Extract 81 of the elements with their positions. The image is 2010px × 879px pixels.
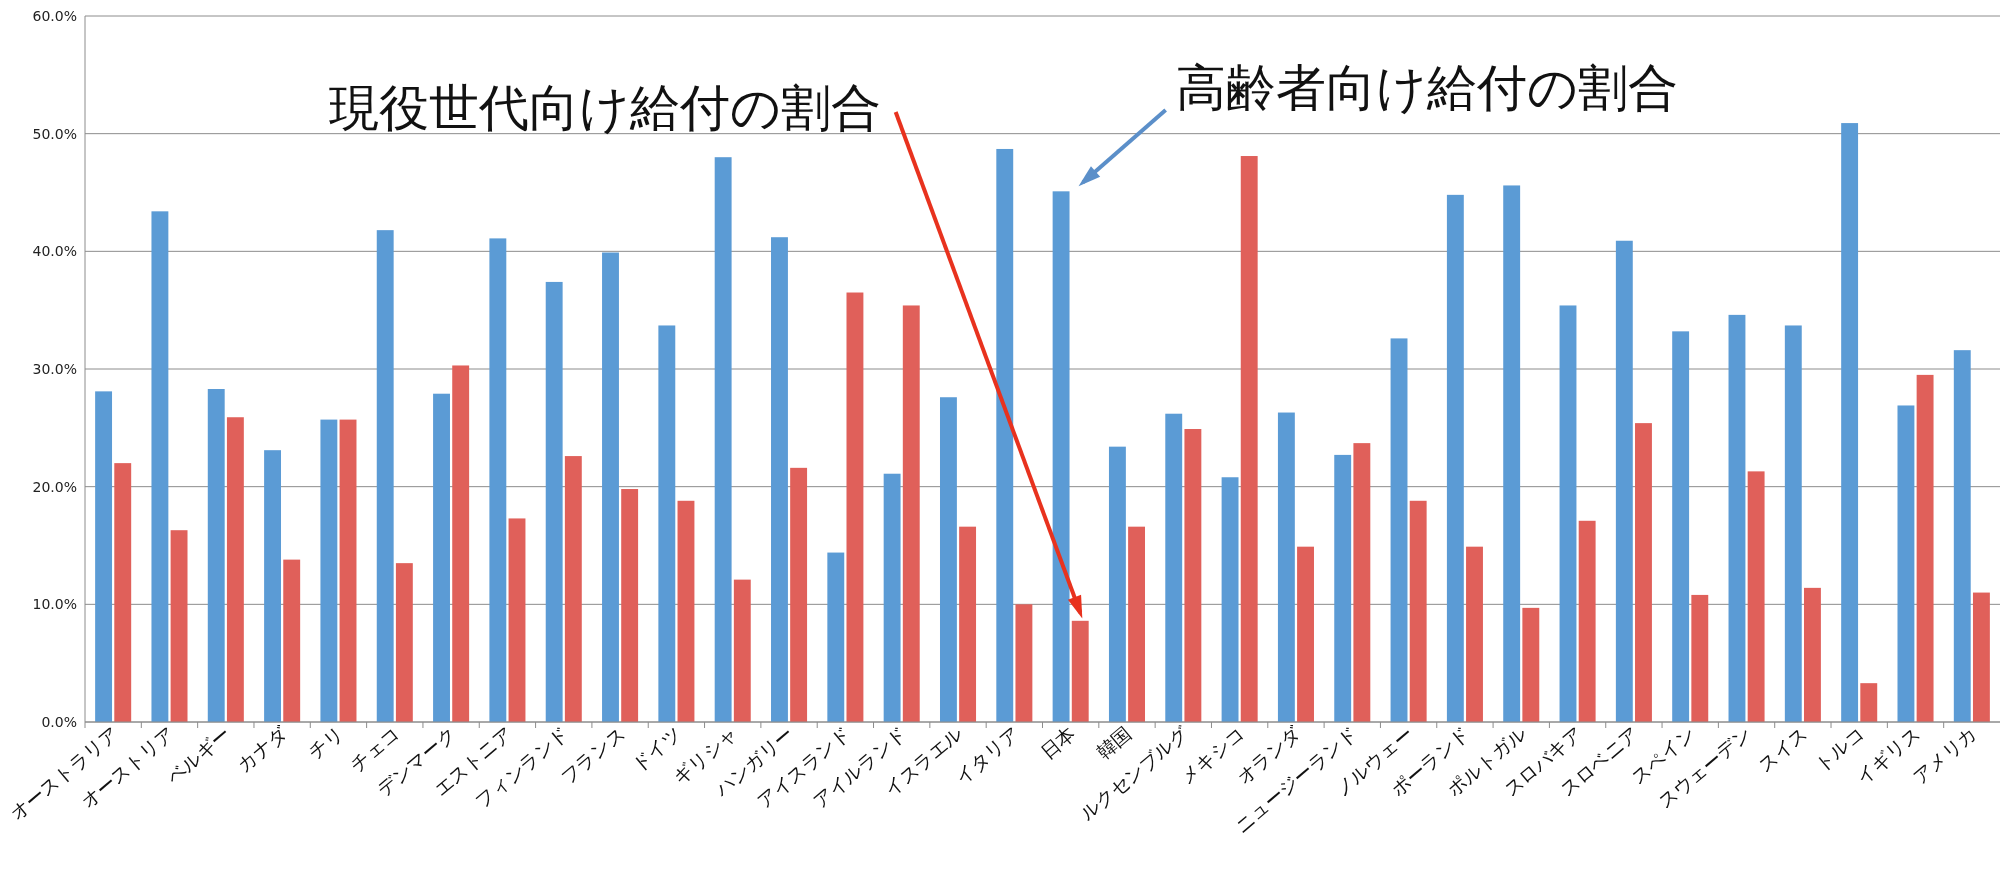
bar xyxy=(1897,405,1915,722)
x-tick-label: カナダ xyxy=(232,721,292,776)
bar xyxy=(1390,338,1408,722)
bar xyxy=(1803,587,1821,722)
x-tick-label: チリ xyxy=(303,722,348,764)
bar xyxy=(1108,446,1126,722)
bar xyxy=(1503,185,1521,722)
bar xyxy=(1522,607,1540,722)
annotation: 現役世代向け給付の割合 xyxy=(328,79,881,137)
bar xyxy=(395,563,413,722)
bar xyxy=(1916,374,1934,722)
bar xyxy=(1165,413,1183,722)
bar xyxy=(1953,350,1971,722)
bar xyxy=(1409,500,1427,722)
bar xyxy=(902,305,920,722)
y-tick-label: 20.0% xyxy=(32,478,77,495)
y-tick-label: 0.0% xyxy=(41,714,77,730)
bar xyxy=(1128,526,1146,722)
bar xyxy=(339,419,357,722)
bar xyxy=(1221,477,1239,722)
bar xyxy=(1747,471,1765,722)
bar xyxy=(207,389,225,722)
bar xyxy=(1353,443,1371,722)
bar xyxy=(452,365,470,722)
bar xyxy=(95,391,113,722)
bar xyxy=(714,157,732,722)
bar xyxy=(1860,683,1878,722)
bar xyxy=(1184,429,1202,722)
bar xyxy=(771,237,788,722)
bar xyxy=(1559,305,1577,722)
annotation: 高齢者向け給付の割合 xyxy=(1175,59,1678,117)
bar xyxy=(959,526,977,722)
y-tick-label: 40.0% xyxy=(32,243,77,260)
bar xyxy=(790,467,808,722)
y-tick-label: 10.0% xyxy=(32,596,77,613)
bar xyxy=(320,419,338,722)
bar xyxy=(1297,546,1314,722)
bar xyxy=(1635,423,1652,722)
bar xyxy=(170,530,188,722)
x-tick-label: 日本 xyxy=(1035,722,1080,764)
bar xyxy=(1052,191,1070,722)
y-tick-label: 50.0% xyxy=(32,125,77,142)
bar xyxy=(1277,412,1295,722)
bar xyxy=(1466,546,1483,722)
bar xyxy=(1784,325,1802,722)
bar xyxy=(996,148,1014,722)
y-tick-label: 30.0% xyxy=(32,361,77,377)
bar xyxy=(283,559,301,722)
bar xyxy=(1672,331,1690,722)
x-tick-label: 韓国 xyxy=(1092,722,1136,764)
bar xyxy=(1446,194,1464,722)
bar xyxy=(1615,240,1633,722)
bar xyxy=(1728,314,1746,722)
bar xyxy=(489,238,507,722)
bar xyxy=(545,281,563,722)
bar xyxy=(508,518,526,722)
bar xyxy=(939,397,957,722)
bar xyxy=(1015,604,1033,722)
bar xyxy=(433,393,450,722)
bar xyxy=(1578,520,1596,722)
bar xyxy=(151,211,169,722)
y-tick-label: 60.0% xyxy=(32,8,77,24)
bar xyxy=(827,552,845,722)
bar xyxy=(1841,123,1859,722)
bar xyxy=(602,252,619,722)
bar xyxy=(883,473,901,722)
bar xyxy=(1240,156,1258,722)
bar xyxy=(677,500,695,722)
bar xyxy=(114,463,132,722)
x-tick-label: スイス xyxy=(1753,722,1812,776)
bar xyxy=(264,450,282,722)
bar xyxy=(1691,594,1709,722)
bar xyxy=(564,456,582,722)
bar xyxy=(658,325,676,722)
bar xyxy=(621,489,639,722)
bar xyxy=(1334,454,1352,722)
bar xyxy=(376,230,394,722)
bar xyxy=(846,292,864,722)
bar xyxy=(226,417,244,722)
bar xyxy=(1972,592,1990,722)
bar xyxy=(733,579,751,722)
